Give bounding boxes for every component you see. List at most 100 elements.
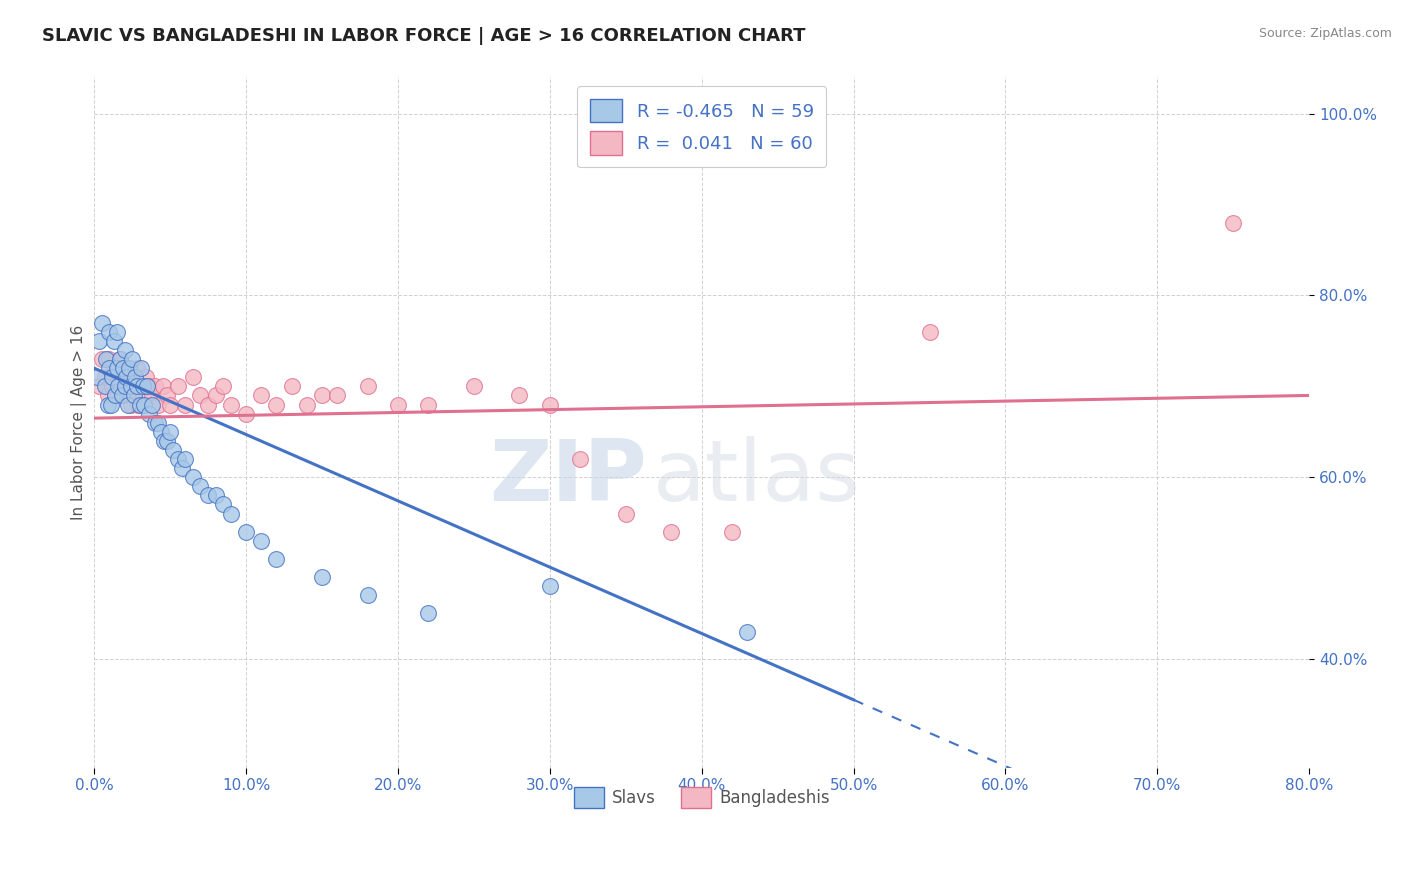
Point bbox=[250, 388, 273, 402]
Point bbox=[128, 379, 150, 393]
Point bbox=[141, 397, 163, 411]
Point bbox=[121, 352, 143, 367]
Point bbox=[150, 425, 173, 439]
Point bbox=[98, 325, 121, 339]
Point bbox=[143, 379, 166, 393]
Point bbox=[101, 370, 124, 384]
Point bbox=[121, 370, 143, 384]
Point bbox=[219, 397, 242, 411]
Point bbox=[735, 624, 758, 639]
Point bbox=[114, 379, 136, 393]
Text: atlas: atlas bbox=[654, 436, 860, 519]
Point bbox=[118, 379, 141, 393]
Point bbox=[146, 397, 169, 411]
Point bbox=[190, 479, 212, 493]
Point bbox=[134, 397, 156, 411]
Point bbox=[204, 388, 226, 402]
Point bbox=[100, 397, 122, 411]
Point bbox=[105, 361, 128, 376]
Point bbox=[190, 388, 212, 402]
Point bbox=[87, 379, 110, 393]
Text: Source: ZipAtlas.com: Source: ZipAtlas.com bbox=[1258, 27, 1392, 40]
Point bbox=[172, 461, 194, 475]
Point bbox=[235, 407, 257, 421]
Point bbox=[104, 388, 127, 402]
Point bbox=[96, 352, 118, 367]
Point bbox=[508, 388, 530, 402]
Point bbox=[235, 524, 257, 539]
Point bbox=[120, 379, 142, 393]
Point bbox=[132, 379, 155, 393]
Point bbox=[219, 507, 242, 521]
Point bbox=[125, 379, 148, 393]
Point bbox=[204, 488, 226, 502]
Point bbox=[98, 352, 121, 367]
Point bbox=[174, 397, 197, 411]
Point bbox=[98, 361, 121, 376]
Point bbox=[105, 325, 128, 339]
Point bbox=[97, 388, 120, 402]
Point bbox=[124, 379, 146, 393]
Point bbox=[280, 379, 302, 393]
Text: ZIP: ZIP bbox=[489, 436, 647, 519]
Point bbox=[122, 388, 145, 402]
Point bbox=[86, 370, 108, 384]
Point bbox=[135, 370, 157, 384]
Point bbox=[90, 352, 112, 367]
Point bbox=[569, 452, 592, 467]
Point bbox=[110, 388, 132, 402]
Point bbox=[94, 370, 117, 384]
Point bbox=[143, 416, 166, 430]
Point bbox=[266, 397, 288, 411]
Point bbox=[250, 533, 273, 548]
Point bbox=[117, 388, 139, 402]
Y-axis label: In Labor Force | Age > 16: In Labor Force | Age > 16 bbox=[72, 325, 87, 520]
Point bbox=[101, 379, 124, 393]
Point bbox=[311, 388, 333, 402]
Point bbox=[197, 488, 219, 502]
Point bbox=[107, 379, 129, 393]
Point bbox=[418, 397, 440, 411]
Point bbox=[162, 442, 184, 457]
Point bbox=[181, 470, 204, 484]
Point bbox=[105, 361, 128, 376]
Point bbox=[463, 379, 485, 393]
Point bbox=[311, 570, 333, 584]
Point bbox=[156, 434, 179, 448]
Point bbox=[1222, 216, 1244, 230]
Point bbox=[112, 370, 135, 384]
Point bbox=[156, 388, 179, 402]
Point bbox=[122, 388, 145, 402]
Point bbox=[97, 397, 120, 411]
Point bbox=[107, 379, 129, 393]
Point bbox=[94, 379, 117, 393]
Point bbox=[108, 352, 131, 367]
Point bbox=[114, 379, 136, 393]
Point bbox=[115, 370, 138, 384]
Point bbox=[174, 452, 197, 467]
Point bbox=[127, 397, 149, 411]
Point bbox=[103, 361, 125, 376]
Point bbox=[153, 434, 176, 448]
Point bbox=[166, 452, 188, 467]
Point bbox=[166, 379, 188, 393]
Point bbox=[138, 379, 160, 393]
Point bbox=[356, 379, 378, 393]
Point bbox=[90, 316, 112, 330]
Point bbox=[125, 361, 148, 376]
Point bbox=[124, 370, 146, 384]
Point bbox=[295, 397, 318, 411]
Point bbox=[721, 524, 744, 539]
Point bbox=[103, 334, 125, 348]
Point bbox=[197, 397, 219, 411]
Point bbox=[108, 352, 131, 367]
Point bbox=[418, 607, 440, 621]
Point bbox=[112, 361, 135, 376]
Point bbox=[120, 397, 142, 411]
Point bbox=[152, 379, 174, 393]
Point bbox=[659, 524, 682, 539]
Point bbox=[110, 388, 132, 402]
Point bbox=[538, 397, 561, 411]
Point bbox=[87, 334, 110, 348]
Legend: Slavs, Bangladeshis: Slavs, Bangladeshis bbox=[567, 780, 837, 815]
